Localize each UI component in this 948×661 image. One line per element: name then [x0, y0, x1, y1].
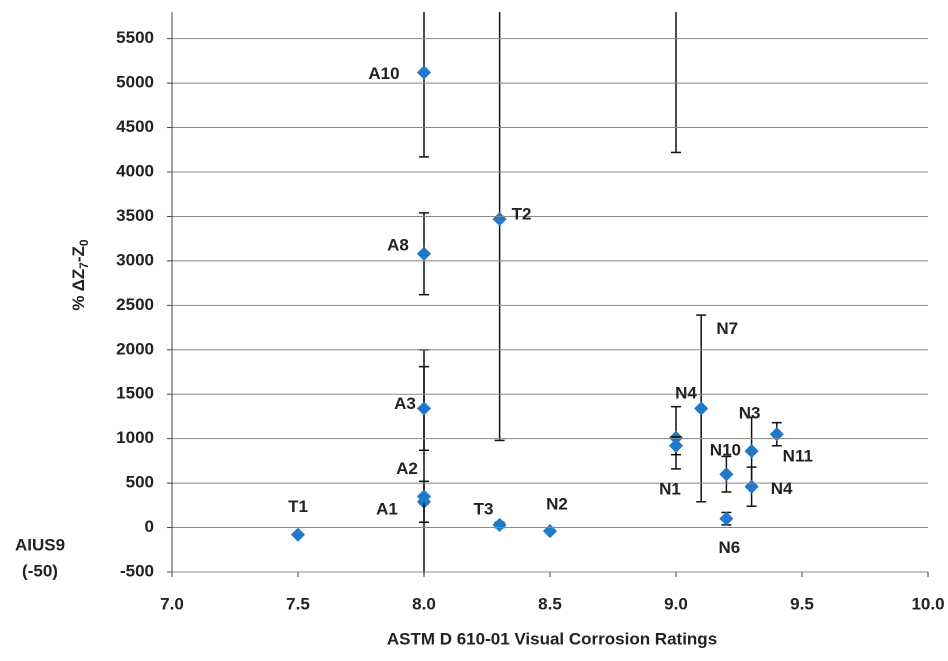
point-label: T1	[288, 497, 308, 516]
plot-area	[290, 12, 784, 574]
point-label: N3	[739, 404, 761, 423]
y-tick-label: 3500	[116, 206, 154, 225]
point-label: N6	[719, 538, 741, 557]
y-tick-label: 2000	[116, 339, 154, 358]
y-tick-label: -500	[120, 561, 154, 580]
point	[542, 524, 558, 539]
point	[719, 511, 734, 526]
annotation: (-50)	[22, 561, 58, 580]
annotation: AIUS9	[15, 535, 65, 554]
point	[290, 527, 306, 542]
x-tick-label: 9.0	[664, 594, 688, 613]
point	[416, 401, 432, 416]
y-tick-label: 2500	[116, 295, 154, 314]
y-tick-label: 500	[126, 473, 154, 492]
x-tick-label: 7.5	[286, 594, 310, 613]
point-label: A8	[387, 235, 409, 254]
x-tick-label: 9.5	[790, 594, 814, 613]
y-tick-label: 5500	[116, 28, 154, 47]
point-label: A2	[396, 459, 418, 478]
point-label: A1	[376, 499, 398, 518]
point-label: T2	[512, 205, 532, 224]
point-label: N11	[783, 447, 813, 466]
y-tick-label: 0	[145, 517, 154, 536]
point-label: N1	[659, 479, 681, 498]
point-label: T3	[474, 499, 494, 518]
point	[416, 65, 432, 80]
point	[416, 489, 432, 504]
y-label-part: -Z	[69, 246, 88, 262]
x-tick-label: 8.5	[538, 594, 562, 613]
y-label-sub: 7	[77, 262, 91, 269]
x-axis-label: ASTM D 610-01 Visual Corrosion Ratings	[387, 629, 717, 648]
point-label: A3	[394, 394, 416, 413]
point-label: N4	[675, 383, 697, 402]
point	[744, 444, 759, 459]
point	[668, 438, 684, 453]
point-label: N4	[771, 479, 793, 498]
point	[492, 212, 507, 227]
y-tick-label: 4000	[116, 161, 154, 180]
y-tick-label: 1000	[116, 428, 154, 447]
x-tick-label: 8.0	[412, 594, 436, 613]
point	[719, 467, 734, 482]
y-label-part: % ΔZ	[69, 269, 88, 311]
point-label: N10	[710, 441, 741, 460]
point	[769, 427, 784, 442]
x-tick-label: 7.0	[160, 594, 184, 613]
point-label: A10	[368, 64, 399, 83]
y-tick-label: 4500	[116, 117, 154, 136]
y-tick-label: 5000	[116, 73, 154, 92]
point	[694, 401, 709, 416]
y-tick-label: 3000	[116, 250, 154, 269]
y-axis-label: % ΔZ7-Z0	[69, 239, 91, 311]
y-label-sub: 0	[77, 239, 91, 246]
point	[492, 517, 507, 532]
y-tick-label: 1500	[116, 384, 154, 403]
x-tick-label: 10.0	[911, 594, 944, 613]
point-label: N7	[716, 319, 738, 338]
point-label: N2	[546, 495, 568, 514]
point	[744, 479, 759, 494]
point	[416, 246, 432, 261]
